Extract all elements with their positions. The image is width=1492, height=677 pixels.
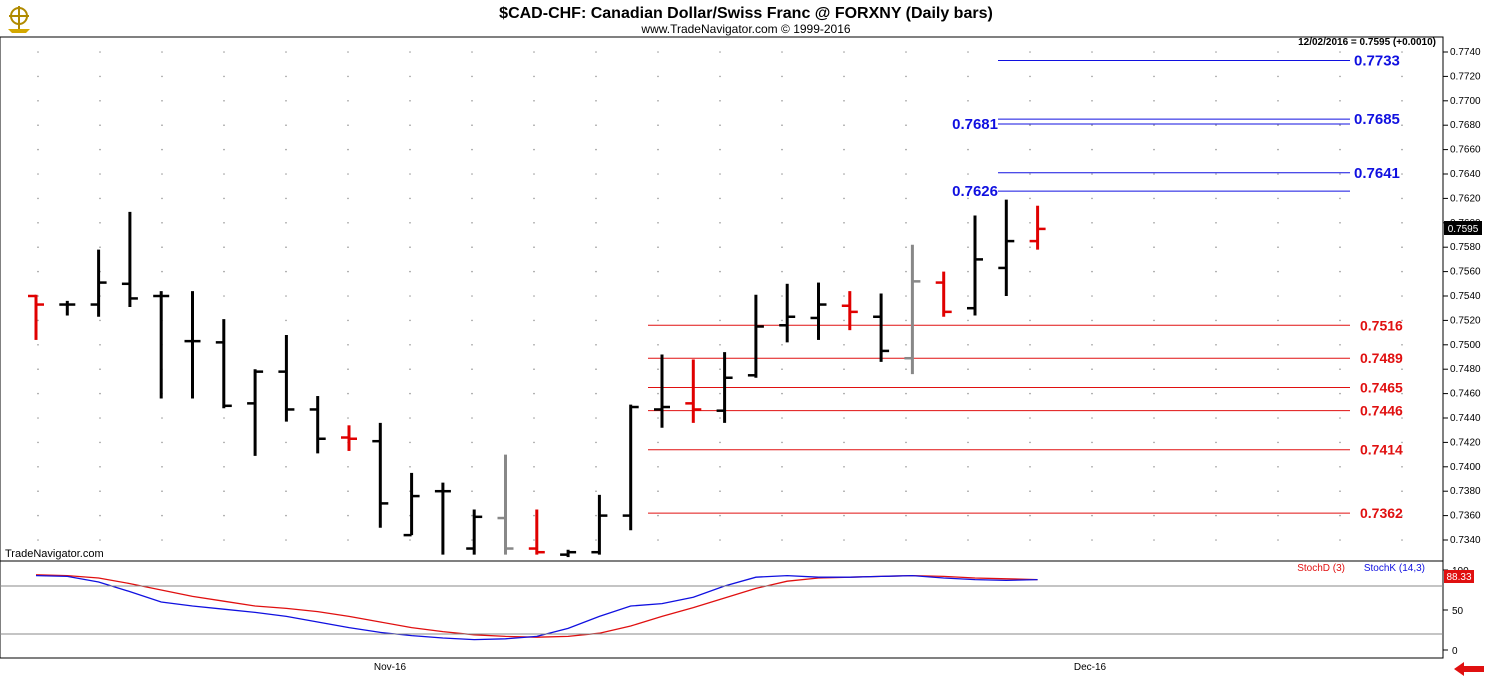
copyright-text: www.TradeNavigator.com © 1999-2016 [640, 22, 850, 36]
level-label: 0.7681 [952, 116, 998, 133]
y-tick-label: 0.7660 [1450, 145, 1481, 156]
y-tick-label: 0.7400 [1450, 462, 1481, 473]
y-tick-label: 0.7680 [1450, 120, 1481, 131]
y-tick-label: 0.7460 [1450, 389, 1481, 400]
price-axis: 0.7340 0.7360 0.7380 0.7400 0.7420 0.7440 0.74… [1443, 47, 1481, 546]
level-label: 0.7446 [1360, 403, 1403, 419]
y-tick-label: 0.7520 [1450, 315, 1481, 326]
level-label: 0.7685 [1354, 111, 1400, 128]
y-tick-label: 0.7440 [1450, 413, 1481, 424]
y-tick-label: 0.7620 [1450, 193, 1481, 204]
y-tick-label: 0.7480 [1450, 364, 1481, 375]
price-panel[interactable] [0, 36, 1444, 562]
ohlc-bars [28, 199, 1046, 558]
stochastic-panel[interactable] [0, 560, 1444, 659]
level-label: 0.7465 [1360, 380, 1403, 396]
level-label: 0.7641 [1354, 165, 1400, 182]
level-label: 0.7733 [1354, 53, 1400, 70]
y-tick-label: 0.7580 [1450, 242, 1481, 253]
stoch-tick-label: 0 [1452, 646, 1458, 657]
logo-icon[interactable] [4, 3, 34, 33]
chart-title: $CAD-CHF: Canadian Dollar/Swiss Franc @ … [499, 5, 993, 22]
y-tick-label: 0.7700 [1450, 96, 1481, 107]
last-stoch-label: 88.33 [1446, 572, 1471, 583]
y-tick-label: 0.7540 [1450, 291, 1481, 302]
x-label-nov: Nov-16 [374, 662, 407, 673]
last-stoch-box: 88.33 [1444, 570, 1474, 583]
y-tick-label: 0.7560 [1450, 267, 1481, 278]
x-label-dec: Dec-16 [1074, 662, 1107, 673]
red-left-arrow-icon[interactable] [1454, 662, 1484, 676]
level-label: 0.7626 [952, 183, 998, 200]
level-label: 0.7489 [1360, 350, 1403, 366]
y-tick-label: 0.7500 [1450, 340, 1481, 351]
level-label: 0.7362 [1360, 505, 1403, 521]
watermark: TradeNavigator.com [5, 548, 104, 560]
last-price-label: 0.7595 [1448, 224, 1479, 235]
legend-stochk: StochK (14,3) [1364, 563, 1425, 574]
y-tick-label: 0.7360 [1450, 511, 1481, 522]
y-tick-label: 0.7340 [1450, 535, 1481, 546]
level-label: 0.7516 [1360, 317, 1403, 333]
level-label: 0.7414 [1360, 442, 1403, 458]
levels: 0.7733 0.7685 0.7681 0.7641 0.7626 0.7516 0.74… [648, 53, 1403, 521]
y-tick-label: 0.7380 [1450, 486, 1481, 497]
y-tick-label: 0.7420 [1450, 437, 1481, 448]
stochastic-lines [35, 574, 1038, 641]
legend-stochd: StochD (3) [1297, 563, 1345, 574]
y-tick-label: 0.7640 [1450, 169, 1481, 180]
y-tick-label: 0.7740 [1450, 47, 1481, 58]
last-price-box: 0.7595 [1444, 221, 1482, 235]
last-quote: 12/02/2016 = 0.7595 (+0.0010) [1298, 37, 1436, 48]
stochk-line [35, 574, 1038, 641]
y-tick-label: 0.7720 [1450, 71, 1481, 82]
stoch-tick-label: 50 [1452, 606, 1464, 617]
